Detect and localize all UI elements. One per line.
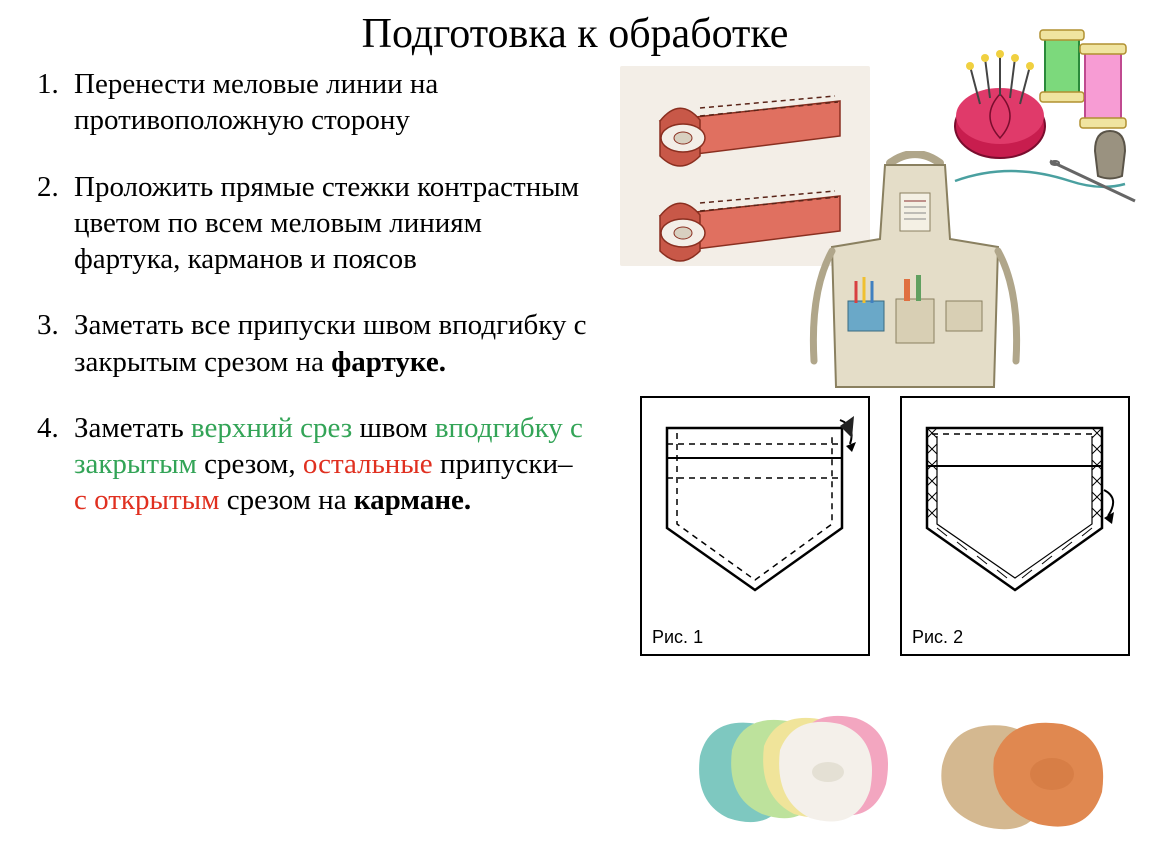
step-3-bold: фартуке.	[331, 346, 446, 378]
step-4-a: Заметать	[74, 412, 191, 444]
step-4-h: с открытым	[74, 484, 220, 516]
step-4-e: срезом,	[197, 448, 303, 480]
step-3: Заметать все припуски швом вподгибку с з…	[66, 307, 590, 380]
content-area: Перенести меловые линии на противоположн…	[0, 66, 1150, 856]
step-2: Проложить прямые стежки контрастным цвет…	[66, 169, 590, 278]
illustrations-column: Рис. 1	[610, 66, 1140, 856]
step-4-f: остальные	[303, 448, 433, 480]
pocket-diagrams: Рис. 1	[640, 396, 1140, 666]
chalk-group-right	[930, 706, 1120, 846]
step-4-i: срезом на	[220, 484, 354, 516]
step-1: Перенести меловые линии на противоположн…	[66, 66, 590, 139]
step-4-j: кармане.	[354, 484, 471, 516]
diagram-1-caption: Рис. 1	[652, 627, 703, 648]
chalk-group-left	[690, 706, 890, 846]
diagram-2-caption: Рис. 2	[912, 627, 963, 648]
diagram-1: Рис. 1	[640, 396, 870, 656]
step-4-g: припуски–	[433, 448, 573, 480]
steps-column: Перенести меловые линии на противоположн…	[30, 66, 610, 856]
step-4-b: верхний срез	[191, 412, 352, 444]
step-2-text: Проложить прямые стежки контрастным цвет…	[74, 171, 579, 276]
tailor-chalks	[690, 696, 1120, 856]
apron-illustration	[800, 151, 1030, 411]
step-4: Заметать верхний срез швом вподгибку с з…	[66, 410, 590, 519]
steps-list: Перенести меловые линии на противоположн…	[30, 66, 590, 519]
step-4-c: швом	[352, 412, 435, 444]
step-1-text: Перенести меловые линии на противоположн…	[74, 68, 438, 136]
diagram-2: Рис. 2	[900, 396, 1130, 656]
